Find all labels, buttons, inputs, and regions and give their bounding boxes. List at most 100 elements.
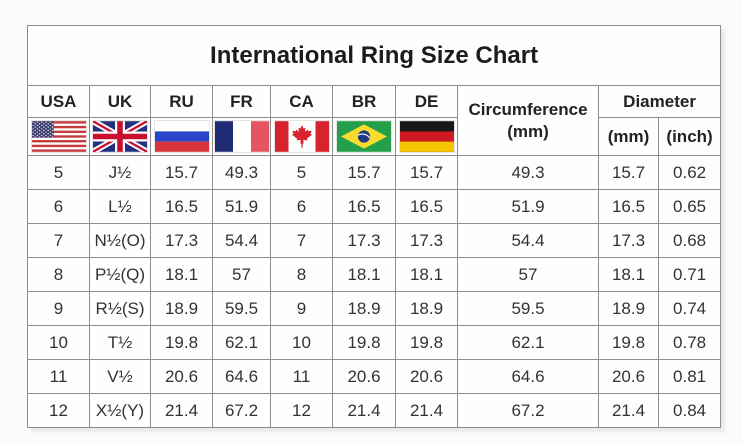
cell-diameter-inch: 0.71: [657, 257, 722, 292]
brazil-flag-icon: [337, 120, 391, 152]
cell-usa: 11: [27, 359, 90, 394]
cell-uk: R½(S): [89, 291, 151, 326]
table-row: 11 V½ 20.6 64.6 11 20.6 20.6 64.6 20.6 0.81: [27, 359, 722, 394]
table-row: 5 J½ 15.7 49.3 5 15.7 15.7 49.3 15.7 0.62: [27, 155, 722, 190]
circumference-unit: (mm): [507, 121, 549, 141]
cell-ca: 5: [270, 155, 333, 190]
table-row: 10 T½ 19.8 62.1 10 19.8 19.8 62.1 19.8 0.78: [27, 325, 722, 360]
cell-ru: 16.5: [150, 189, 213, 224]
cell-uk: J½: [89, 155, 151, 190]
cell-de: 18.1: [395, 257, 458, 292]
cell-ru: 18.1: [150, 257, 213, 292]
cell-br: 18.9: [332, 291, 396, 326]
cell-ru: 15.7: [150, 155, 213, 190]
cell-ca: 10: [270, 325, 333, 360]
cell-usa: 5: [27, 155, 90, 190]
russia-flag-icon: [154, 120, 209, 152]
cell-circumference-mm: 59.5: [457, 291, 599, 326]
page-title: International Ring Size Chart: [26, 25, 722, 86]
cell-diameter-mm: 16.5: [598, 189, 659, 224]
cell-ru: 20.6: [150, 359, 213, 394]
germany-flag-cell: [395, 117, 458, 156]
cell-de: 18.9: [395, 291, 458, 326]
cell-ca: 9: [270, 291, 333, 326]
cell-usa: 8: [27, 257, 90, 292]
cell-diameter-mm: 21.4: [598, 393, 659, 428]
cell-br: 19.8: [332, 325, 396, 360]
cell-de: 19.8: [395, 325, 458, 360]
cell-ca: 6: [270, 189, 333, 224]
cell-diameter-inch: 0.84: [657, 393, 722, 428]
table-row: 7 N½(O) 17.3 54.4 7 17.3 17.3 54.4 17.3 0.68: [27, 223, 722, 258]
cell-uk: T½: [89, 325, 151, 360]
cell-diameter-inch: 0.65: [657, 189, 722, 224]
germany-flag-icon: [399, 120, 454, 152]
cell-br: 16.5: [332, 189, 396, 224]
table-row: 9 R½(S) 18.9 59.5 9 18.9 18.9 59.5 18.9 0.74: [27, 291, 722, 326]
cell-circumference-mm: 62.1: [457, 325, 599, 360]
cell-de: 21.4: [395, 393, 458, 428]
circumference-label: Circumference: [468, 100, 588, 120]
uk-flag-icon: [93, 120, 147, 152]
cell-de: 20.6: [395, 359, 458, 394]
column-header-ca: CA: [270, 85, 333, 118]
column-header-ru: RU: [150, 85, 213, 118]
cell-ru: 19.8: [150, 325, 213, 360]
cell-de: 16.5: [395, 189, 458, 224]
cell-uk: X½(Y): [89, 393, 151, 428]
cell-diameter-mm: 17.3: [598, 223, 659, 258]
table-row: 6 L½ 16.5 51.9 6 16.5 16.5 51.9 16.5 0.65: [27, 189, 722, 224]
cell-uk: N½(O): [89, 223, 151, 258]
cell-br: 20.6: [332, 359, 396, 394]
cell-circumference-mm: 64.6: [457, 359, 599, 394]
header-flag-row: (mm) (inch): [27, 117, 722, 156]
cell-ca: 7: [270, 223, 333, 258]
cell-fr: 62.1: [212, 325, 271, 360]
cell-diameter-inch: 0.74: [657, 291, 722, 326]
table-row: 8 P½(Q) 18.1 57 8 18.1 18.1 57 18.1 0.71: [27, 257, 722, 292]
cell-circumference-mm: 54.4: [457, 223, 599, 258]
cell-diameter-mm: 15.7: [598, 155, 659, 190]
canada-flag-cell: [270, 117, 333, 156]
cell-br: 15.7: [332, 155, 396, 190]
cell-fr: 59.5: [212, 291, 271, 326]
cell-diameter-inch: 0.62: [657, 155, 722, 190]
france-flag-icon: [214, 120, 269, 152]
title-row: International Ring Size Chart: [26, 25, 722, 86]
russia-flag-cell: [150, 117, 213, 156]
cell-de: 17.3: [395, 223, 458, 258]
cell-ca: 8: [270, 257, 333, 292]
column-header-br: BR: [332, 85, 396, 118]
france-flag-cell: [212, 117, 271, 156]
cell-uk: P½(Q): [89, 257, 151, 292]
column-header-diameter-inch: (inch): [657, 117, 722, 156]
cell-diameter-mm: 18.9: [598, 291, 659, 326]
cell-usa: 9: [27, 291, 90, 326]
cell-usa: 12: [27, 393, 90, 428]
column-header-fr: FR: [212, 85, 271, 118]
cell-ca: 12: [270, 393, 333, 428]
cell-fr: 57: [212, 257, 271, 292]
uk-flag-cell: [89, 117, 151, 156]
cell-diameter-inch: 0.68: [657, 223, 722, 258]
cell-circumference-mm: 67.2: [457, 393, 599, 428]
column-header-uk: UK: [89, 85, 151, 118]
cell-diameter-mm: 19.8: [598, 325, 659, 360]
cell-usa: 6: [27, 189, 90, 224]
cell-circumference-mm: 57: [457, 257, 599, 292]
cell-usa: 10: [27, 325, 90, 360]
cell-fr: 49.3: [212, 155, 271, 190]
column-header-circumference: Circumference (mm): [457, 85, 599, 156]
cell-fr: 51.9: [212, 189, 271, 224]
cell-br: 18.1: [332, 257, 396, 292]
cell-uk: L½: [89, 189, 151, 224]
cell-ca: 11: [270, 359, 333, 394]
cell-usa: 7: [27, 223, 90, 258]
header-label-row: USA UK RU FR CA BR DE Circumference (mm)…: [27, 85, 722, 156]
column-header-usa: USA: [27, 85, 90, 118]
cell-br: 21.4: [332, 393, 396, 428]
cell-ru: 17.3: [150, 223, 213, 258]
cell-fr: 64.6: [212, 359, 271, 394]
usa-flag-cell: [27, 117, 90, 156]
